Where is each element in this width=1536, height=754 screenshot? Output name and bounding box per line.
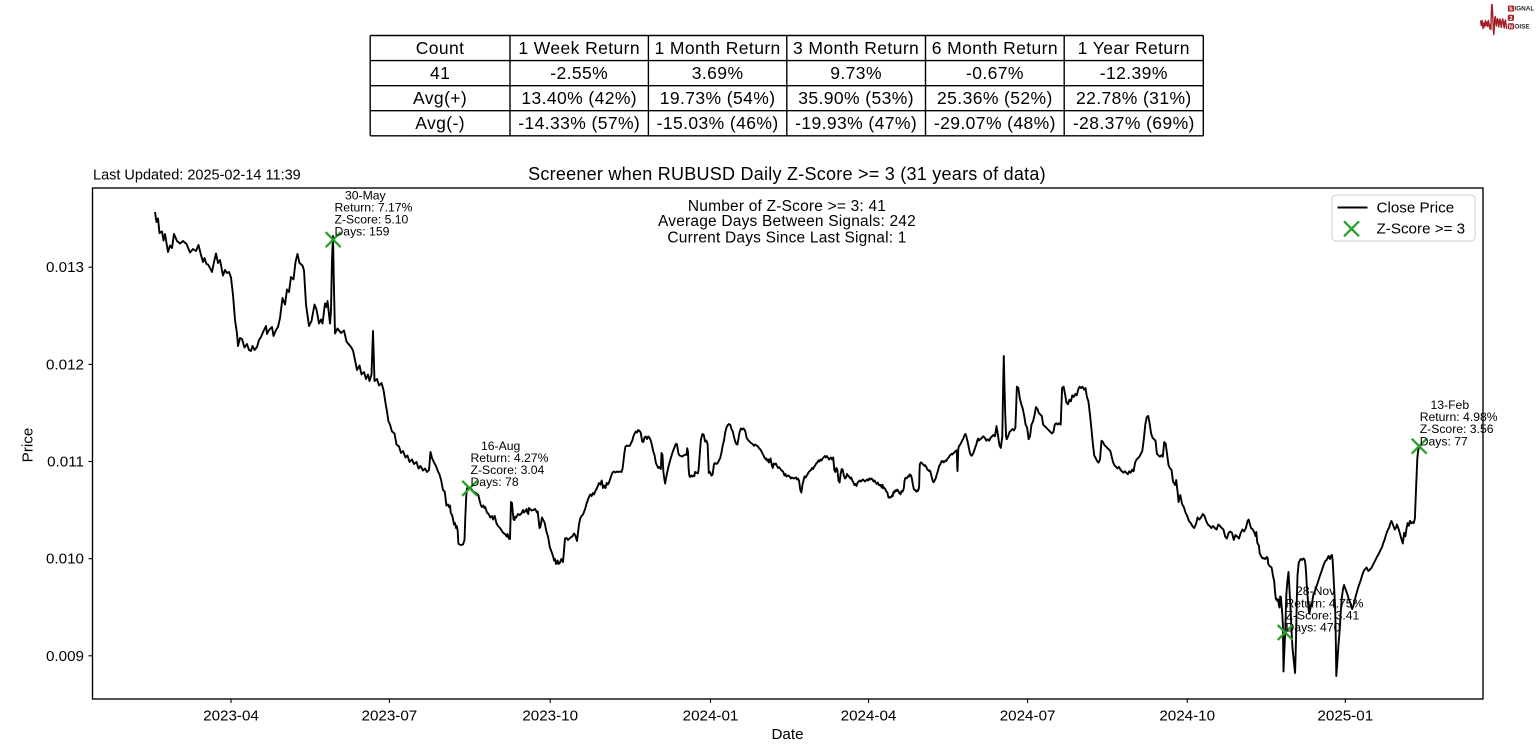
svg-text:Z-Score: 3.56: Z-Score: 3.56: [1420, 422, 1494, 436]
svg-text:1 Week Return: 1 Week Return: [518, 38, 640, 58]
svg-text:Return: 4.75%: Return: 4.75%: [1286, 596, 1364, 610]
svg-text:22.78% (31%): 22.78% (31%): [1076, 88, 1192, 108]
svg-text:0.012: 0.012: [46, 356, 84, 373]
svg-text:Price: Price: [20, 428, 37, 463]
svg-text:Z-Score: 3.41: Z-Score: 3.41: [1286, 608, 1360, 622]
svg-text:0.011: 0.011: [47, 454, 84, 471]
svg-text:Avg(-): Avg(-): [415, 113, 465, 133]
svg-text:Return: 4.98%: Return: 4.98%: [1420, 410, 1498, 424]
svg-text:OISE: OISE: [1514, 23, 1530, 30]
svg-text:-2.55%: -2.55%: [550, 63, 608, 83]
svg-text:2: 2: [1509, 16, 1512, 22]
svg-text:Count: Count: [416, 38, 465, 58]
svg-text:6 Month Return: 6 Month Return: [932, 38, 1058, 58]
svg-text:Date: Date: [771, 726, 803, 743]
svg-text:Days: 78: Days: 78: [471, 475, 519, 489]
svg-text:16-Aug: 16-Aug: [481, 439, 520, 453]
svg-text:1 Year Return: 1 Year Return: [1078, 38, 1190, 58]
svg-text:35.90% (53%): 35.90% (53%): [798, 88, 914, 108]
svg-text:Z-Score >= 3: Z-Score >= 3: [1377, 221, 1466, 238]
svg-text:2024-10: 2024-10: [1159, 708, 1215, 725]
svg-text:3.69%: 3.69%: [692, 63, 744, 83]
svg-text:Days: 77: Days: 77: [1420, 434, 1468, 448]
svg-text:2024-07: 2024-07: [1000, 708, 1056, 725]
svg-text:13-Feb: 13-Feb: [1431, 398, 1470, 412]
svg-text:25.36% (52%): 25.36% (52%): [937, 88, 1053, 108]
svg-text:-15.03% (46%): -15.03% (46%): [657, 113, 779, 133]
svg-text:Average Days Between Signals:: Average Days Between Signals: 242: [658, 213, 916, 230]
svg-text:Number of Z-Score >= 3: 41: Number of Z-Score >= 3: 41: [688, 198, 886, 215]
svg-text:0.013: 0.013: [46, 259, 84, 276]
svg-text:0.009: 0.009: [46, 648, 84, 665]
svg-text:-29.07% (48%): -29.07% (48%): [934, 113, 1056, 133]
svg-text:Close Price: Close Price: [1377, 200, 1455, 217]
svg-text:N: N: [1509, 24, 1513, 30]
svg-text:Screener when RUBUSD Daily Z-S: Screener when RUBUSD Daily Z-Score >= 3 …: [528, 164, 1046, 184]
svg-text:2023-04: 2023-04: [203, 708, 259, 725]
svg-text:Last Updated: 2025-02-14 11:39: Last Updated: 2025-02-14 11:39: [93, 168, 301, 184]
svg-text:Current Days Since Last Signal: Current Days Since Last Signal: 1: [667, 229, 906, 246]
svg-text:-28.37% (69%): -28.37% (69%): [1073, 113, 1195, 133]
svg-text:Return: 7.17%: Return: 7.17%: [335, 200, 413, 214]
svg-text:Days: 159: Days: 159: [335, 225, 390, 239]
svg-text:Avg(+): Avg(+): [413, 88, 467, 108]
svg-text:Z-Score: 5.10: Z-Score: 5.10: [335, 213, 409, 227]
svg-text:1 Month Return: 1 Month Return: [654, 38, 780, 58]
svg-text:IGNAL: IGNAL: [1514, 6, 1534, 13]
svg-text:Z-Score: 3.04: Z-Score: 3.04: [471, 463, 545, 477]
svg-text:-14.33% (57%): -14.33% (57%): [518, 113, 640, 133]
svg-text:9.73%: 9.73%: [830, 63, 882, 83]
svg-text:28-Nov: 28-Nov: [1296, 584, 1336, 598]
svg-text:2023-10: 2023-10: [522, 708, 578, 725]
svg-text:2025-01: 2025-01: [1317, 708, 1373, 725]
svg-text:13.40% (42%): 13.40% (42%): [521, 88, 637, 108]
svg-text:3 Month Return: 3 Month Return: [793, 38, 919, 58]
svg-text:41: 41: [430, 63, 450, 83]
svg-text:2024-04: 2024-04: [841, 708, 897, 725]
svg-text:19.73% (54%): 19.73% (54%): [660, 88, 776, 108]
svg-text:0.010: 0.010: [46, 551, 84, 568]
svg-text:2024-01: 2024-01: [683, 708, 739, 725]
svg-text:S: S: [1509, 7, 1513, 13]
svg-text:2023-07: 2023-07: [362, 708, 418, 725]
svg-text:-19.93% (47%): -19.93% (47%): [795, 113, 917, 133]
svg-text:Return: 4.27%: Return: 4.27%: [471, 451, 549, 465]
svg-text:-12.39%: -12.39%: [1100, 63, 1168, 83]
svg-text:Days: 470: Days: 470: [1286, 621, 1341, 635]
svg-text:30-May: 30-May: [345, 188, 387, 202]
svg-text:-0.67%: -0.67%: [966, 63, 1024, 83]
